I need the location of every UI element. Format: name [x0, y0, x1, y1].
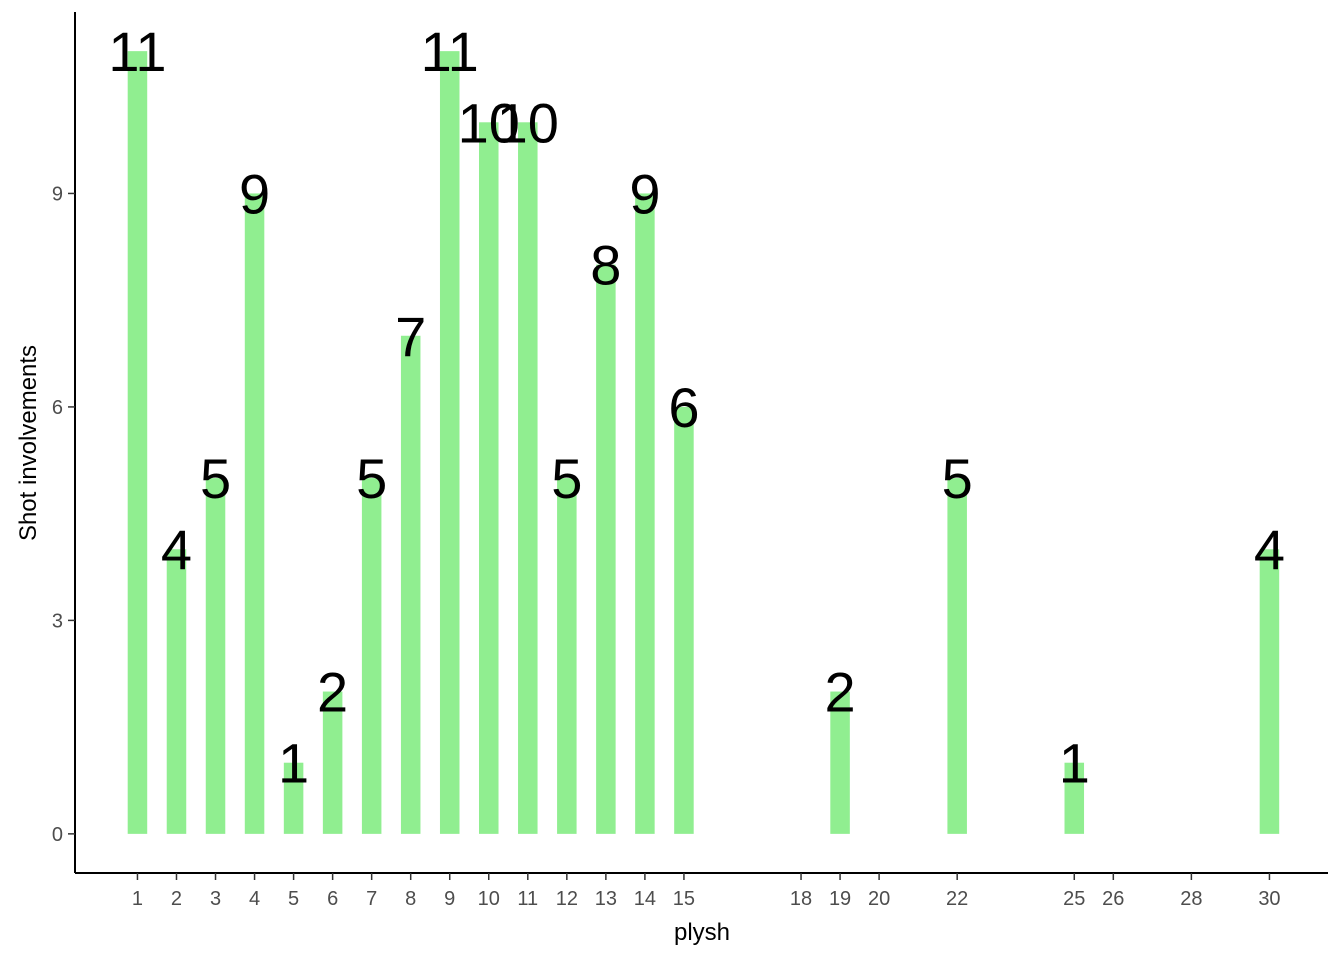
x-tick-label: 30	[1258, 888, 1280, 910]
bar-9	[439, 51, 460, 834]
x-tick-label: 10	[478, 888, 500, 910]
x-tick-label: 13	[595, 888, 617, 910]
data-label-5: 1	[278, 732, 309, 795]
data-label-25: 1	[1059, 732, 1090, 795]
data-label-9: 11	[421, 20, 479, 83]
bar-14	[635, 193, 655, 834]
data-label-1: 11	[108, 20, 166, 83]
data-label-3: 5	[200, 447, 231, 510]
bars-layer	[127, 51, 1280, 834]
y-tick-label: 3	[52, 610, 63, 632]
bar-19	[830, 691, 850, 834]
bar-2	[166, 549, 187, 834]
x-tick-label: 15	[673, 888, 695, 910]
bar-12	[557, 478, 577, 834]
x-tick-label: 20	[868, 888, 890, 910]
bar-1	[127, 51, 148, 834]
x-tick-label: 18	[790, 888, 812, 910]
data-label-8: 7	[395, 305, 426, 368]
x-tick-label: 6	[327, 888, 338, 910]
x-tick-label: 9	[444, 888, 455, 910]
bar-10	[479, 122, 499, 834]
data-label-4: 9	[239, 162, 270, 225]
x-tick-label: 19	[829, 888, 851, 910]
bar-15	[674, 406, 694, 834]
bar-25	[1064, 762, 1085, 834]
bar-13	[596, 264, 616, 834]
x-tick-label: 5	[288, 888, 299, 910]
y-tick-label: 6	[52, 397, 63, 419]
x-tick-label: 3	[210, 888, 221, 910]
data-label-30: 4	[1254, 518, 1285, 581]
bar-6	[322, 691, 343, 834]
x-tick-label: 12	[556, 888, 578, 910]
data-label-13: 8	[590, 234, 621, 297]
data-label-22: 5	[942, 447, 973, 510]
x-tick-label: 22	[946, 888, 968, 910]
bar-5	[283, 762, 304, 834]
data-label-11: 10	[497, 91, 559, 154]
data-label-14: 9	[629, 162, 660, 225]
x-tick-label: 4	[249, 888, 260, 910]
x-tick-label: 8	[405, 888, 416, 910]
bar-30	[1259, 549, 1280, 834]
x-tick-label: 28	[1180, 888, 1202, 910]
x-tick-label: 25	[1063, 888, 1085, 910]
x-tick-label: 26	[1102, 888, 1124, 910]
x-tick-label: 7	[366, 888, 377, 910]
y-tick-label: 9	[52, 183, 63, 205]
y-axis-ticks: 0 3 6 9	[52, 183, 75, 846]
x-tick-label: 11	[517, 888, 538, 910]
x-tick-label: 2	[171, 888, 182, 910]
bar-8	[400, 335, 421, 834]
bar-11	[518, 122, 538, 834]
x-axis-ticks: 1 2 3 4 5 6 7 8 9 10 11 12 13 14 15 18 19 20 22 25 26 28 30	[132, 873, 1281, 910]
data-label-7: 5	[356, 447, 387, 510]
data-label-12: 5	[551, 447, 582, 510]
data-label-19: 2	[824, 661, 855, 724]
data-label-2: 4	[161, 518, 192, 581]
y-axis-title: Shot involvements	[15, 345, 42, 541]
y-tick-label: 0	[52, 824, 63, 846]
data-label-10: 10	[458, 91, 520, 154]
bar-7	[361, 478, 382, 834]
bar-4	[244, 193, 265, 834]
data-label-6: 2	[317, 661, 348, 724]
x-axis-title: plysh	[674, 919, 730, 946]
bar-22	[947, 478, 967, 834]
x-tick-label: 14	[634, 888, 656, 910]
bar-3	[205, 478, 226, 834]
data-label-15: 6	[668, 376, 699, 439]
x-tick-label: 1	[132, 888, 143, 910]
